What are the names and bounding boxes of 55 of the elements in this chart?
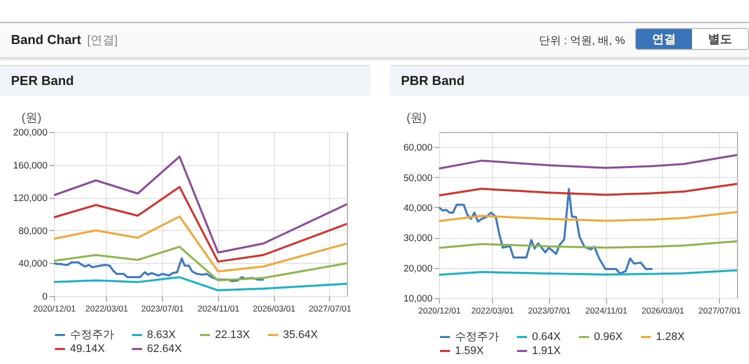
y-tick-label: 160,000 <box>13 160 48 172</box>
x-tick-label: 2022/03/01 <box>471 306 514 316</box>
line-series <box>439 188 654 275</box>
chart-title: PER Band <box>0 65 370 96</box>
line-series <box>54 257 265 282</box>
chart-title: PBR Band <box>390 65 749 96</box>
legend-label: 0.64X <box>532 331 562 343</box>
legend-label: 수정주가 <box>455 331 499 343</box>
y-tick-label: 0 <box>42 292 48 302</box>
y-tick-label: 40,000 <box>18 258 48 270</box>
y-tick-label: 200,000 <box>13 128 48 138</box>
x-tick-label: 2026/03/01 <box>642 306 684 316</box>
legend-label: 1.28X <box>656 331 686 343</box>
x-tick-label: 2020/12/01 <box>418 306 462 316</box>
legend-label: 62.64X <box>147 343 183 355</box>
line-series <box>54 156 347 254</box>
line-series <box>439 154 737 170</box>
text: 단위 : 억원, 배, % <box>538 34 625 48</box>
y-axis-title: (원) <box>22 110 42 124</box>
x-tick-label: 2027/07/01 <box>698 306 742 316</box>
y-tick-label: 50,000 <box>403 172 432 184</box>
x-tick-label: 2026/03/01 <box>252 304 296 314</box>
y-tick-label: 10,000 <box>403 294 432 304</box>
y-tick-label: 120,000 <box>13 193 48 204</box>
line-series <box>439 182 737 196</box>
y-tick-label: 20,000 <box>403 263 432 274</box>
legend-label: 8.63X <box>147 329 176 341</box>
y-tick-label: 60,000 <box>403 142 432 154</box>
legend-label: 1.91X <box>532 345 562 357</box>
legend-label: 수정주가 <box>70 329 114 341</box>
y-axis-title: (원) <box>406 110 426 124</box>
x-tick-label: 2022/03/01 <box>85 304 128 314</box>
line-series <box>439 210 737 222</box>
y-tick-label: 30,000 <box>403 233 432 244</box>
x-tick-label: 2023/07/01 <box>141 304 184 314</box>
toggle-button: 연결 별도 <box>635 28 749 50</box>
x-tick-label: 2020/12/01 <box>33 304 76 314</box>
legend-label: 1.59X <box>455 345 484 357</box>
y-tick-label: 40,000 <box>403 202 432 214</box>
x-tick-label: 2024/11/01 <box>198 304 240 314</box>
line-series <box>54 246 347 282</box>
line-series <box>54 276 347 292</box>
x-tick-label: 2023/07/01 <box>528 306 571 316</box>
line-series <box>54 215 347 272</box>
legend-label: 49.14X <box>70 343 106 355</box>
legend-label: 35.64X <box>283 329 319 341</box>
x-tick-label: 2024/11/01 <box>585 306 628 316</box>
text: [연결] <box>87 33 118 47</box>
legend-label: 22.13X <box>215 329 251 341</box>
text: Band Chart <box>11 32 82 47</box>
line-series <box>54 186 347 263</box>
y-tick-label: 80,000 <box>18 226 48 237</box>
line-series <box>439 240 737 249</box>
x-tick-label: 2027/07/01 <box>308 304 352 314</box>
legend-label: 0.96X <box>594 331 624 343</box>
